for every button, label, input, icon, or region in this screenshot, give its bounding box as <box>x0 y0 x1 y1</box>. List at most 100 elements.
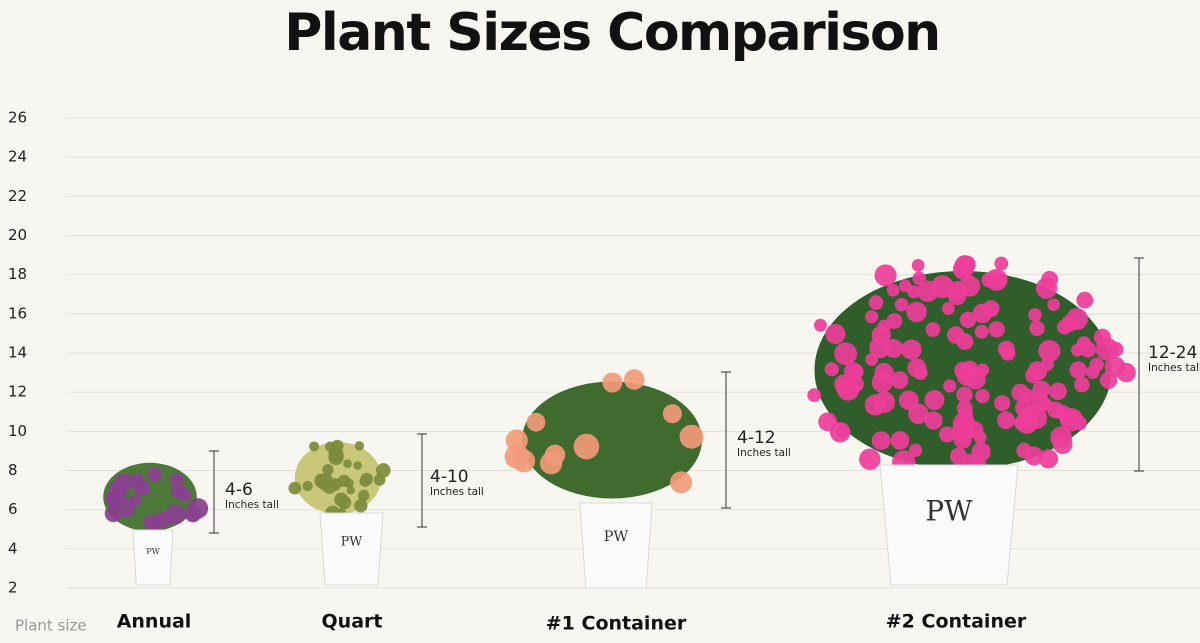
flower <box>974 324 989 339</box>
y-tick-label: 12 <box>8 383 27 401</box>
flower <box>959 407 974 422</box>
flower <box>1049 382 1067 401</box>
flower <box>997 411 1015 430</box>
flower <box>907 285 921 299</box>
plant: PW <box>103 462 209 586</box>
flower <box>309 441 320 452</box>
flower <box>959 275 981 297</box>
flower <box>871 431 891 451</box>
flower <box>901 339 922 360</box>
flower <box>512 449 536 473</box>
flower <box>985 268 1008 291</box>
flower <box>129 494 141 507</box>
flower <box>941 302 955 316</box>
flower <box>908 443 923 457</box>
flower <box>894 297 909 312</box>
flower <box>994 256 1009 271</box>
flower <box>539 451 563 475</box>
pot-logo: PW <box>146 547 160 556</box>
flower <box>1016 442 1033 459</box>
flower <box>346 486 355 495</box>
flower <box>912 271 926 286</box>
flower <box>1056 319 1073 335</box>
flower <box>1074 376 1090 393</box>
flower <box>988 321 1005 338</box>
flower <box>662 404 682 424</box>
flower <box>1116 362 1136 383</box>
plant: PW <box>504 369 704 589</box>
flower <box>868 295 884 310</box>
flower <box>302 480 313 492</box>
flower <box>834 374 855 395</box>
flower <box>959 311 977 329</box>
x-tick-label: Annual <box>117 611 192 633</box>
flower <box>344 478 354 489</box>
flower <box>187 507 201 522</box>
range-note: Inches tall <box>737 447 791 459</box>
flower <box>670 471 692 494</box>
range-label: 12-24 <box>1148 343 1197 363</box>
flower <box>1035 277 1058 299</box>
y-tick-label: 14 <box>8 344 27 362</box>
flower <box>322 464 334 476</box>
flower <box>1076 336 1091 351</box>
flower <box>154 511 171 529</box>
flower <box>354 441 365 451</box>
x-tick-label: #2 Container <box>886 611 1027 633</box>
y-tick-label: 24 <box>8 148 27 166</box>
pot <box>132 529 174 586</box>
y-tick-label: 16 <box>8 304 27 322</box>
flower <box>353 461 362 470</box>
flower <box>1000 345 1016 361</box>
flower <box>956 333 974 351</box>
flower <box>824 362 839 377</box>
flower <box>1038 449 1059 469</box>
range-note: Inches tall <box>430 486 484 498</box>
flower <box>972 303 993 324</box>
flower <box>679 424 704 449</box>
flower <box>328 478 342 491</box>
flower <box>971 442 991 462</box>
flower <box>1032 380 1051 399</box>
flower <box>924 411 943 430</box>
range-note: Inches tall <box>1148 362 1200 374</box>
y-tick-label: 6 <box>8 500 18 518</box>
flower <box>132 478 146 493</box>
x-tick-label: #1 Container <box>546 613 687 635</box>
flower <box>1069 361 1087 379</box>
x-tick-label: Quart <box>322 611 383 633</box>
flower <box>1099 371 1118 389</box>
pot <box>319 512 384 586</box>
y-tick-label: 10 <box>8 422 27 440</box>
flower <box>1014 415 1030 431</box>
range-label: 4-10 <box>430 467 469 487</box>
flower <box>324 441 336 452</box>
flower <box>105 488 126 508</box>
flower <box>358 489 370 502</box>
pot <box>879 464 1019 586</box>
flower <box>961 360 978 377</box>
flower <box>994 395 1011 412</box>
y-tick-label: 26 <box>8 109 27 127</box>
pot-logo: PW <box>341 533 362 548</box>
foliage <box>522 381 702 499</box>
flower <box>829 422 851 443</box>
y-tick-label: 20 <box>8 226 27 244</box>
flower <box>1086 365 1100 379</box>
flower <box>975 389 990 404</box>
flower <box>924 390 945 411</box>
plant: PW <box>288 439 391 586</box>
flower <box>906 301 927 323</box>
range-note: Inches tall <box>225 499 279 511</box>
pot <box>579 502 653 589</box>
flower <box>886 313 903 329</box>
flower <box>526 412 546 432</box>
flower <box>147 467 162 482</box>
flower <box>890 431 910 450</box>
y-tick-label: 18 <box>8 265 27 283</box>
range-label: 4-6 <box>225 480 253 500</box>
flower <box>938 426 956 443</box>
pot-logo: PW <box>926 495 974 528</box>
